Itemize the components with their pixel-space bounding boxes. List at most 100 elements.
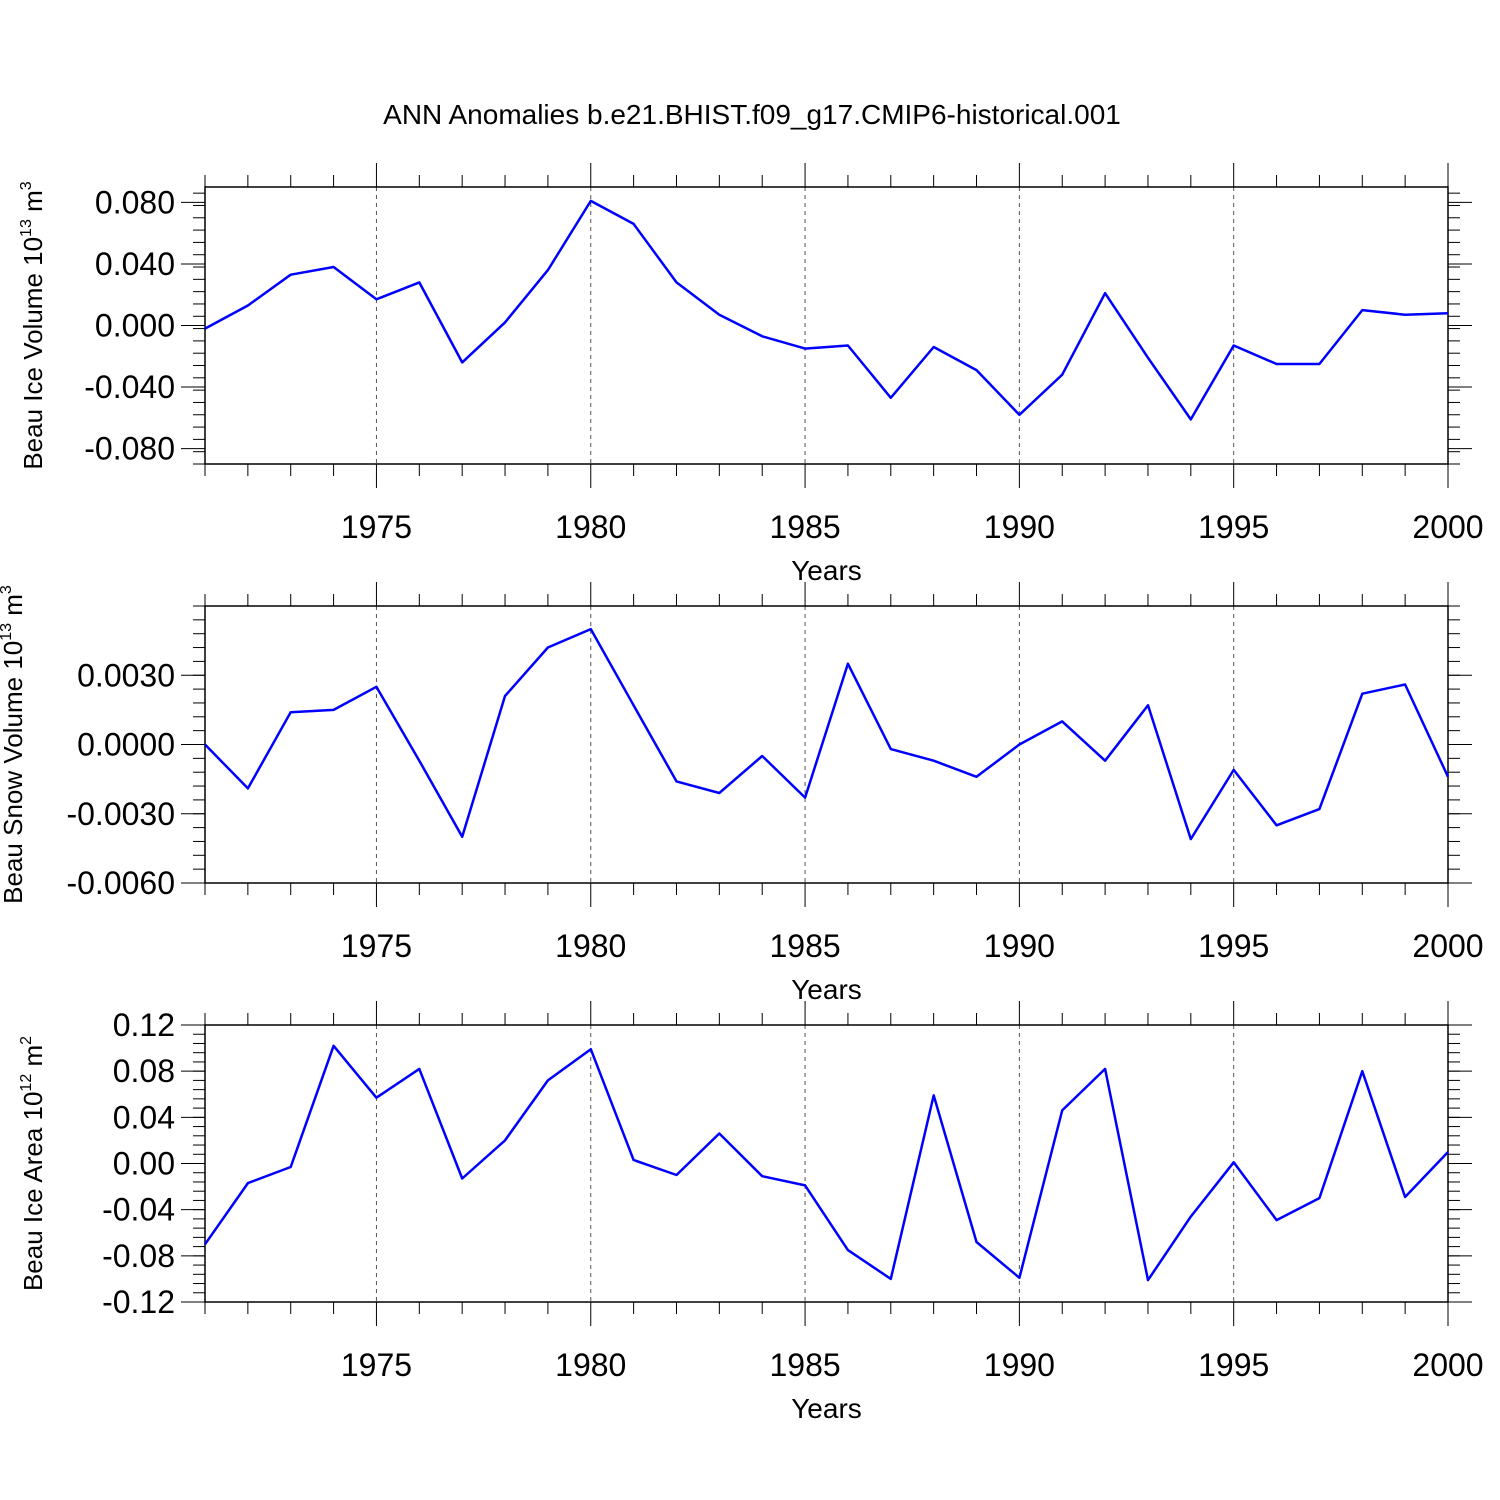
data-point <box>1062 374 1063 375</box>
data-point <box>1019 1277 1020 1278</box>
data-point <box>247 1183 248 1184</box>
data-point <box>1233 345 1234 346</box>
data-point <box>419 282 420 283</box>
data-point <box>933 760 934 761</box>
data-point <box>419 1068 420 1069</box>
data-point <box>676 1175 677 1176</box>
data-point <box>290 274 291 275</box>
data-point <box>333 267 334 268</box>
data-point <box>1019 744 1020 745</box>
data-point <box>505 322 506 323</box>
y-axis-title: Beau Ice Area 1012 m2 <box>18 1036 48 1291</box>
data-point <box>1190 1216 1191 1217</box>
y-tick-label: -0.0060 <box>66 865 175 901</box>
data-point <box>633 1160 634 1161</box>
data-point <box>676 282 677 283</box>
data-point <box>762 1176 763 1177</box>
data-point <box>1062 721 1063 722</box>
y-tick-label: 0.0030 <box>77 657 175 693</box>
data-point <box>505 696 506 697</box>
y-axis-title: Beau Ice Volume 1013 m3 <box>18 181 48 469</box>
data-point <box>890 397 891 398</box>
data-point <box>376 1097 377 1098</box>
data-point <box>333 709 334 710</box>
data-point <box>376 686 377 687</box>
series-line <box>204 199 1449 421</box>
data-point <box>633 223 634 224</box>
data-point <box>976 776 977 777</box>
data-point <box>1147 705 1148 706</box>
y-tick-label: -0.080 <box>84 431 175 467</box>
data-point <box>290 712 291 713</box>
data-point <box>633 705 634 706</box>
data-point <box>719 314 720 315</box>
data-point <box>1319 809 1320 810</box>
data-point <box>1448 313 1449 314</box>
series-line <box>203 1044 1449 1282</box>
data-point <box>847 345 848 346</box>
x-tick-label: 1990 <box>984 1347 1055 1383</box>
y-tick-label: -0.12 <box>102 1284 175 1320</box>
x-tick-label: 1975 <box>341 509 412 545</box>
data-point <box>1362 310 1363 311</box>
data-point <box>1147 1280 1148 1281</box>
data-point <box>1319 1198 1320 1199</box>
chart-panel-2: 1975 1980 1985 1990 1995 2000 Years -0.0060 -0.0… <box>0 582 1484 1005</box>
data-point <box>1448 776 1449 777</box>
data-point <box>462 836 463 837</box>
data-point <box>247 788 248 789</box>
data-point <box>1405 314 1406 315</box>
x-tick-label: 2000 <box>1412 928 1483 964</box>
x-tick-label: 1990 <box>984 928 1055 964</box>
data-point <box>1062 1110 1063 1111</box>
data-point <box>805 1185 806 1186</box>
data-point <box>1319 363 1320 364</box>
data-point <box>462 362 463 363</box>
x-tick-label: 2000 <box>1412 509 1483 545</box>
y-axis-title: Beau Snow Volume 1013 m3 <box>0 585 28 904</box>
y-tick-label: -0.04 <box>102 1192 175 1228</box>
data-point <box>1276 825 1277 826</box>
data-point <box>247 305 248 306</box>
y-tick-label: 0.04 <box>113 1099 175 1135</box>
series-line <box>204 627 1450 841</box>
data-point <box>890 749 891 750</box>
data-point <box>1362 693 1363 694</box>
data-point <box>1405 1196 1406 1197</box>
plot-frame <box>204 186 1449 465</box>
data-point <box>762 756 763 757</box>
data-point <box>1105 760 1106 761</box>
data-point <box>1276 363 1277 364</box>
data-point <box>1276 1220 1277 1221</box>
y-tick-label: -0.08 <box>102 1238 175 1274</box>
data-point <box>376 299 377 300</box>
data-point <box>805 797 806 798</box>
data-point <box>205 328 206 329</box>
x-tick-label: 1985 <box>769 509 840 545</box>
data-point <box>1190 419 1191 420</box>
x-tick-label: 1975 <box>341 928 412 964</box>
y-tick-label: 0.0000 <box>77 727 175 763</box>
x-tick-label: 2000 <box>1412 1347 1483 1383</box>
plot-frame <box>204 1024 1449 1303</box>
data-point <box>1233 769 1234 770</box>
x-tick-label: 1985 <box>769 928 840 964</box>
data-point <box>719 1133 720 1134</box>
y-tick-label: -0.0030 <box>66 796 175 832</box>
y-tick-label: 0.08 <box>113 1053 175 1089</box>
data-point <box>1190 839 1191 840</box>
data-point <box>1405 684 1406 685</box>
data-point <box>1362 1071 1363 1072</box>
data-point <box>590 1049 591 1050</box>
y-tick-label: 0.00 <box>113 1146 175 1182</box>
data-point <box>1448 1151 1449 1152</box>
x-tick-label: 1995 <box>1198 928 1269 964</box>
data-point <box>676 781 677 782</box>
data-point <box>719 792 720 793</box>
figure-title: ANN Anomalies b.e21.BHIST.f09_g17.CMIP6-… <box>383 99 1121 130</box>
y-tick-label: 0.12 <box>113 1007 175 1043</box>
data-point <box>590 629 591 630</box>
data-point <box>290 1166 291 1167</box>
data-point <box>547 270 548 271</box>
